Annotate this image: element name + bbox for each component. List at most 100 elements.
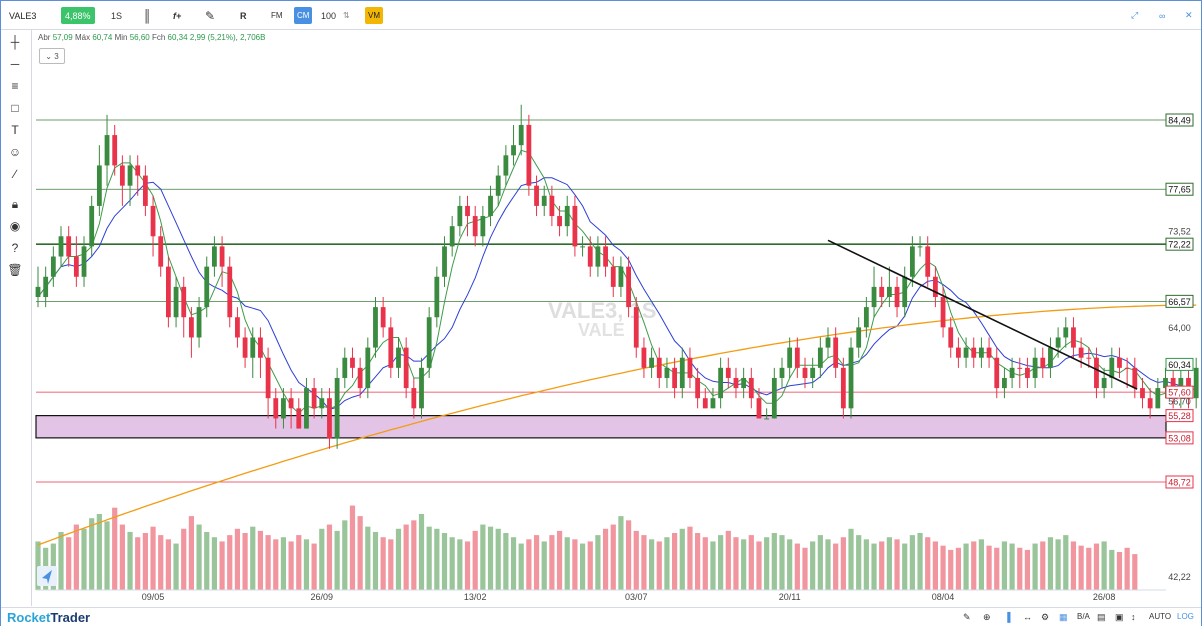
pen-icon[interactable]: ✎	[205, 8, 216, 23]
volume-bar	[35, 541, 41, 590]
candlestick-type-icon[interactable]: ║	[143, 8, 152, 23]
volume-bar	[219, 541, 225, 590]
volume-bar	[687, 526, 693, 590]
volume-bar	[1032, 543, 1038, 590]
pencil-icon[interactable]: ✎	[963, 612, 971, 622]
camera-icon[interactable]: ▣	[1115, 612, 1124, 622]
help-icon[interactable]: ?	[11, 241, 19, 255]
candle-body	[679, 357, 685, 389]
crosshair-icon[interactable]: ┼	[10, 35, 20, 49]
volume-bar	[1063, 535, 1069, 590]
candle-body	[779, 367, 785, 378]
auto-scale-toggle[interactable]: AUTO	[1149, 612, 1172, 621]
candle-body	[886, 286, 892, 298]
price-label-box	[1165, 357, 1194, 371]
r-button[interactable]: R	[240, 10, 247, 21]
price-axis-label: 60,34	[1168, 360, 1191, 370]
ohlc-legend: Abr 57,09 Máx 60,74 Min 56,60 Fch 60,34 …	[38, 33, 266, 42]
log-scale-toggle[interactable]: LOG	[1177, 612, 1194, 621]
link-icon[interactable]: ∞	[1159, 10, 1166, 21]
volume-bar	[495, 528, 501, 590]
cm-button[interactable]: CM	[294, 7, 313, 24]
volume-bar	[142, 533, 148, 590]
candle-body	[534, 185, 539, 206]
candle-body	[825, 337, 831, 348]
close-icon[interactable]: ✕	[1185, 10, 1193, 20]
candle-body	[948, 327, 954, 348]
drawing-toolbar: ┼ ─ ≡ □ T ☺ ∕ 🔒︎ ◉ ? 🗑︎	[1, 30, 32, 606]
volume-bar	[541, 541, 547, 590]
volume-bar	[932, 541, 938, 590]
candle-body	[273, 398, 279, 419]
rectangle-icon[interactable]: □	[11, 101, 19, 115]
emoji-icon[interactable]: ☺	[8, 145, 22, 159]
candle-body	[1055, 337, 1061, 348]
price-label-box	[1165, 294, 1194, 308]
grid-icon[interactable]: ▤	[1097, 612, 1106, 622]
symbol-label[interactable]: VALE3	[9, 10, 37, 21]
volume-bar	[303, 539, 310, 590]
volume-bar	[1124, 547, 1130, 590]
lines-icon[interactable]: ≡	[11, 79, 19, 93]
candle-body	[173, 286, 179, 318]
lock-icon[interactable]: 🔒︎	[11, 196, 19, 211]
zoom-icon[interactable]: ⊕	[983, 612, 991, 622]
quantity-field[interactable]: 100	[321, 10, 337, 21]
candle-body	[756, 398, 762, 419]
candle-body	[718, 367, 724, 399]
fm-button[interactable]: FM	[271, 11, 283, 20]
candle-body	[894, 286, 900, 308]
volume-bar	[641, 535, 647, 590]
price-label-box	[1165, 385, 1194, 399]
bars-icon[interactable]: ▐	[1004, 612, 1011, 622]
candle-body	[810, 367, 816, 378]
ba-toggle[interactable]: B/A	[1077, 612, 1090, 621]
candle-body	[1071, 327, 1076, 348]
volume-bar	[863, 539, 869, 590]
formula-button[interactable]: f+	[173, 10, 182, 21]
candle-body	[733, 377, 739, 389]
scale-icon[interactable]: ↕	[1131, 612, 1136, 622]
text-icon[interactable]: T	[11, 123, 19, 137]
x-axis-tick-label: 26/08	[1093, 592, 1116, 602]
candle-body	[986, 347, 992, 358]
volume-bar	[380, 537, 386, 590]
fullscreen-icon[interactable]: ⤢	[1131, 10, 1139, 20]
x-axis-tick-label: 26/09	[311, 592, 334, 602]
volume-bar	[265, 535, 271, 590]
candle-body	[1086, 357, 1092, 359]
horizontal-line-icon[interactable]: ─	[10, 57, 20, 71]
volume-bar	[672, 533, 678, 590]
volume-bar	[909, 535, 915, 590]
indicators-collapse-button[interactable]: ⌄ 3	[39, 48, 65, 64]
candle-body	[595, 246, 601, 267]
candle-body	[1101, 377, 1107, 389]
trash-icon[interactable]: 🗑︎	[7, 263, 23, 277]
volume-bar	[656, 541, 662, 590]
candle-body	[342, 357, 348, 378]
vm-button[interactable]: VM	[365, 7, 383, 24]
candle-body	[457, 205, 463, 227]
layout-icon[interactable]: ▦	[1059, 612, 1068, 622]
volume-bar	[1101, 541, 1107, 590]
settings-icon[interactable]: ⚙	[1041, 612, 1050, 622]
volume-bar	[971, 541, 977, 590]
volume-bar	[963, 543, 969, 590]
ruler-icon[interactable]: ∕	[13, 167, 16, 181]
compare-icon[interactable]: ↔	[1023, 612, 1032, 622]
quantity-stepper-icon[interactable]: ⇅	[343, 11, 350, 20]
volume-bar	[679, 528, 685, 590]
x-axis-tick-label: 08/04	[932, 592, 955, 602]
volume-bar	[119, 524, 125, 590]
candle-body	[994, 357, 1000, 389]
volume-bar	[1040, 541, 1046, 590]
volume-bar	[618, 516, 624, 590]
timeframe-selector[interactable]: 1S	[111, 10, 123, 21]
candle-body	[73, 256, 79, 277]
volume-bar	[978, 539, 985, 590]
candle-body	[265, 357, 271, 399]
volume-bar	[572, 539, 578, 590]
candle-body	[465, 205, 470, 217]
eye-icon[interactable]: ◉	[9, 219, 21, 233]
